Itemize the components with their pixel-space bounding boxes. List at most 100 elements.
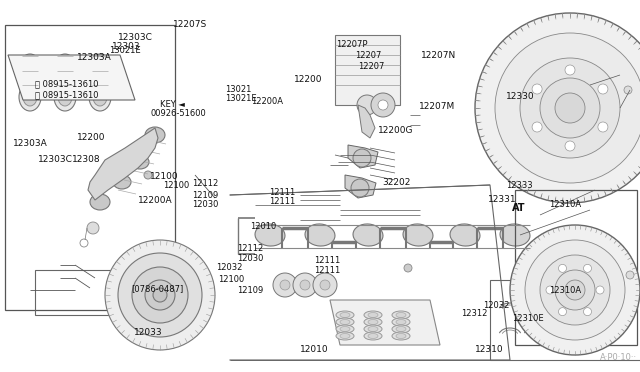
Circle shape — [153, 288, 167, 302]
Circle shape — [525, 240, 625, 340]
Text: 12310: 12310 — [475, 345, 504, 354]
Text: 12032: 12032 — [483, 301, 509, 310]
Circle shape — [510, 225, 640, 355]
Circle shape — [584, 308, 591, 316]
Text: 12207P: 12207P — [336, 40, 367, 49]
Ellipse shape — [364, 325, 382, 333]
Circle shape — [320, 280, 330, 290]
Text: 12330: 12330 — [506, 92, 534, 101]
Text: AT: AT — [512, 203, 525, 213]
Text: 12112: 12112 — [192, 179, 218, 188]
Text: 12207: 12207 — [355, 51, 381, 60]
Text: 12207S: 12207S — [173, 20, 207, 29]
Ellipse shape — [340, 312, 350, 317]
Text: 12100: 12100 — [218, 275, 244, 283]
Text: 12111: 12111 — [314, 266, 340, 275]
Ellipse shape — [58, 59, 72, 77]
Ellipse shape — [396, 312, 406, 317]
Ellipse shape — [90, 194, 110, 210]
Ellipse shape — [368, 334, 378, 339]
Text: 12111: 12111 — [314, 256, 340, 265]
Text: [0786-0487]: [0786-0487] — [131, 284, 184, 293]
Circle shape — [532, 84, 542, 94]
Text: 12310A: 12310A — [549, 200, 581, 209]
Ellipse shape — [336, 311, 354, 319]
Polygon shape — [358, 105, 375, 138]
Text: 12303A: 12303A — [77, 53, 111, 62]
Text: 12200: 12200 — [294, 75, 323, 84]
Circle shape — [280, 280, 290, 290]
Circle shape — [546, 286, 554, 294]
Ellipse shape — [392, 332, 410, 340]
Ellipse shape — [364, 318, 382, 326]
Ellipse shape — [89, 69, 111, 97]
Circle shape — [495, 33, 640, 183]
Ellipse shape — [113, 175, 131, 189]
Circle shape — [598, 122, 608, 132]
Circle shape — [596, 286, 604, 294]
Text: 12310A: 12310A — [549, 286, 581, 295]
Circle shape — [300, 280, 310, 290]
Bar — [335, 35, 400, 105]
Ellipse shape — [58, 74, 72, 92]
Ellipse shape — [396, 334, 406, 339]
Bar — [490, 280, 640, 360]
Text: 12200: 12200 — [77, 133, 106, 142]
Polygon shape — [345, 175, 376, 198]
Circle shape — [87, 222, 99, 234]
Ellipse shape — [353, 224, 383, 246]
Polygon shape — [330, 300, 440, 345]
Text: 12033: 12033 — [134, 328, 163, 337]
Text: 12312: 12312 — [461, 309, 487, 318]
Ellipse shape — [19, 69, 41, 97]
Text: 12303C: 12303C — [118, 33, 153, 42]
Text: 12200G: 12200G — [378, 126, 413, 135]
Ellipse shape — [58, 88, 72, 106]
Text: 12200A: 12200A — [252, 97, 284, 106]
Text: 12030: 12030 — [237, 254, 263, 263]
Circle shape — [559, 264, 566, 272]
Text: 12111: 12111 — [269, 188, 295, 197]
Bar — [5, 25, 175, 310]
Circle shape — [559, 308, 566, 316]
Bar — [35, 270, 175, 315]
Ellipse shape — [336, 325, 354, 333]
Circle shape — [371, 93, 395, 117]
Bar — [515, 190, 637, 345]
Ellipse shape — [336, 318, 354, 326]
Circle shape — [132, 267, 188, 323]
Polygon shape — [348, 145, 378, 168]
Text: 32202: 32202 — [383, 178, 411, 187]
Circle shape — [540, 78, 600, 138]
Ellipse shape — [93, 59, 107, 77]
Circle shape — [555, 93, 585, 123]
Circle shape — [313, 273, 337, 297]
Text: 12333: 12333 — [506, 182, 532, 190]
Polygon shape — [88, 128, 158, 200]
Polygon shape — [8, 55, 135, 100]
Text: 12308: 12308 — [72, 155, 100, 164]
Ellipse shape — [336, 332, 354, 340]
Text: 13021E: 13021E — [225, 94, 257, 103]
Text: KEY ◄: KEY ◄ — [160, 100, 185, 109]
Circle shape — [80, 239, 88, 247]
Circle shape — [565, 65, 575, 75]
Ellipse shape — [93, 74, 107, 92]
Circle shape — [105, 240, 215, 350]
Text: 00926-51600: 00926-51600 — [150, 109, 206, 118]
Text: Ⓑ 08915-13610: Ⓑ 08915-13610 — [35, 79, 99, 88]
Text: 12303C: 12303C — [38, 155, 73, 164]
Text: 12010: 12010 — [300, 345, 328, 354]
Circle shape — [357, 95, 377, 115]
Ellipse shape — [23, 74, 37, 92]
Ellipse shape — [450, 224, 480, 246]
Text: 12310E: 12310E — [512, 314, 543, 323]
Circle shape — [144, 171, 152, 179]
Ellipse shape — [340, 334, 350, 339]
Circle shape — [145, 280, 175, 310]
Ellipse shape — [364, 311, 382, 319]
Circle shape — [378, 100, 388, 110]
Ellipse shape — [23, 88, 37, 106]
Text: 12207: 12207 — [358, 62, 385, 71]
Text: 13021E: 13021E — [109, 46, 140, 55]
